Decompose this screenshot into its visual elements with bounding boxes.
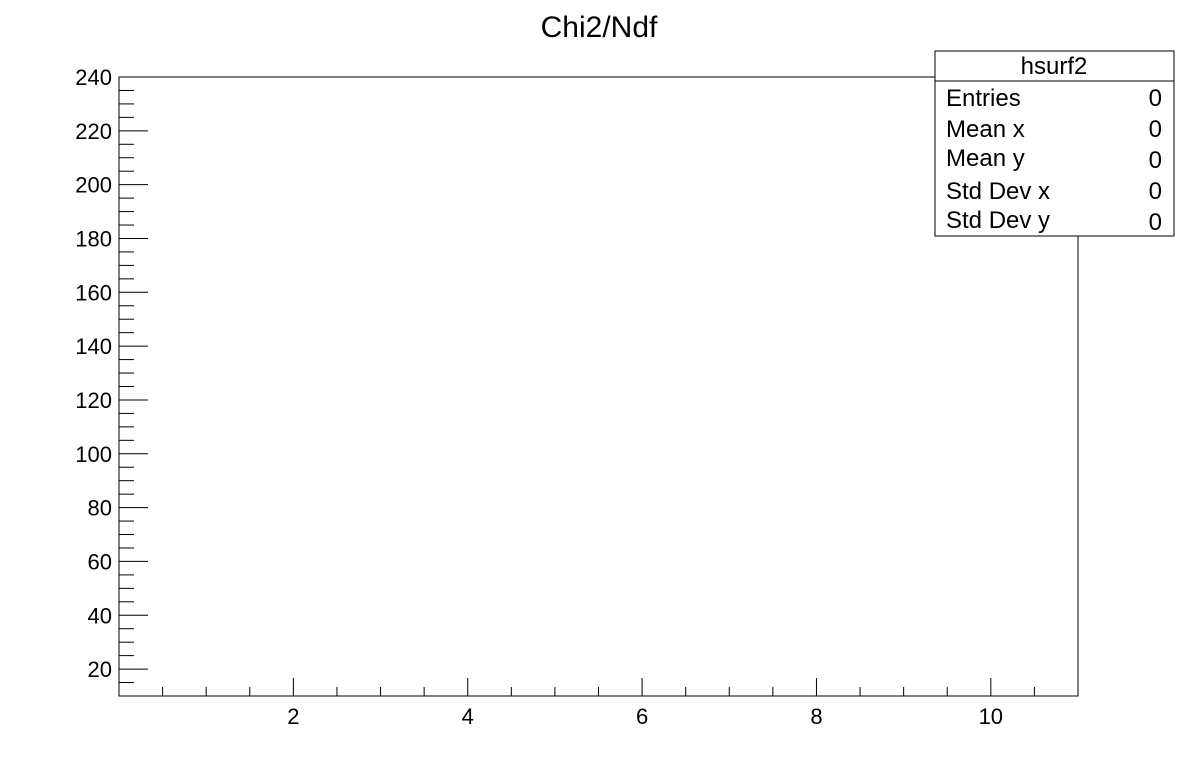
stats-label: Std Dev y — [946, 207, 1050, 234]
stats-label: Mean x — [946, 116, 1025, 143]
y-tick-label: 40 — [88, 603, 112, 628]
stats-box-title: hsurf2 — [1021, 53, 1088, 80]
stats-label: Mean y — [946, 145, 1025, 172]
y-tick-label: 220 — [75, 119, 112, 144]
x-tick-label: 2 — [287, 704, 299, 729]
y-tick-label: 100 — [75, 442, 112, 467]
y-tick-label: 20 — [88, 657, 112, 682]
chart-title: Chi2/Ndf — [541, 11, 658, 44]
y-tick-label: 180 — [75, 226, 112, 251]
stats-label: Entries — [946, 85, 1021, 112]
stats-label: Std Dev x — [946, 178, 1050, 205]
x-tick-label: 8 — [810, 704, 822, 729]
stats-value: 0 — [1149, 178, 1162, 205]
y-tick-label: 200 — [75, 173, 112, 198]
x-tick-label: 4 — [462, 704, 474, 729]
y-tick-label: 240 — [75, 65, 112, 90]
y-tick-label: 120 — [75, 388, 112, 413]
stats-value: 0 — [1149, 147, 1162, 174]
y-tick-label: 140 — [75, 334, 112, 359]
stats-box: hsurf2 Entries 0 Mean x 0 Mean y 0 Std D… — [934, 50, 1175, 237]
x-axis: 2 4 6 8 10 — [162, 678, 1035, 729]
y-tick-label: 160 — [75, 280, 112, 305]
y-tick-label: 60 — [88, 549, 112, 574]
y-axis: 20 40 60 80 100 120 140 160 180 200 220 240 — [75, 65, 148, 684]
y-tick-label: 80 — [88, 496, 112, 521]
x-tick-label: 6 — [636, 704, 648, 729]
plot-frame — [118, 76, 1079, 697]
stats-value: 0 — [1149, 85, 1162, 112]
stats-value: 0 — [1149, 116, 1162, 143]
x-tick-label: 10 — [979, 704, 1003, 729]
stats-box-frame — [934, 50, 1175, 237]
stats-value: 0 — [1149, 209, 1162, 236]
